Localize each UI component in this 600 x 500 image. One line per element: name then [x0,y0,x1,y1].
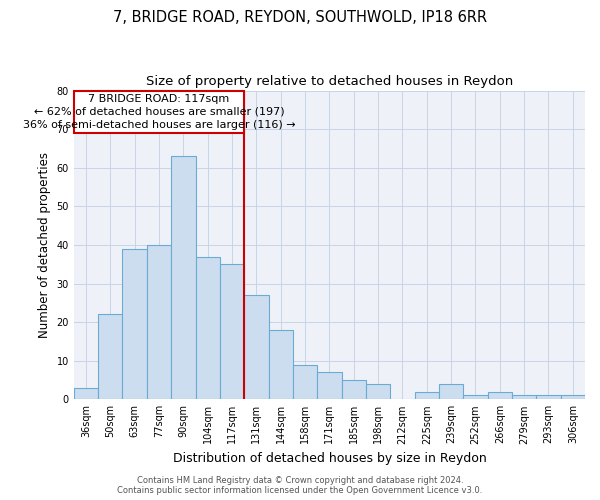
Bar [512,396,536,400]
Text: 7 BRIDGE ROAD: 117sqm
← 62% of detached houses are smaller (197)
36% of semi-det: 7 BRIDGE ROAD: 117sqm ← 62% of detached … [23,94,295,130]
Bar [122,249,147,400]
Bar [196,256,220,400]
Bar [74,388,98,400]
Bar [536,396,560,400]
Bar [439,384,463,400]
Text: Contains HM Land Registry data © Crown copyright and database right 2024.
Contai: Contains HM Land Registry data © Crown c… [118,476,482,495]
Y-axis label: Number of detached properties: Number of detached properties [38,152,51,338]
Bar [463,396,488,400]
FancyBboxPatch shape [74,90,244,133]
Bar [341,380,366,400]
Bar [244,295,269,400]
Bar [147,245,171,400]
Bar [488,392,512,400]
Bar [560,396,585,400]
Bar [171,156,196,400]
Bar [366,384,390,400]
Title: Size of property relative to detached houses in Reydon: Size of property relative to detached ho… [146,75,513,88]
Bar [220,264,244,400]
Bar [269,330,293,400]
Text: 7, BRIDGE ROAD, REYDON, SOUTHWOLD, IP18 6RR: 7, BRIDGE ROAD, REYDON, SOUTHWOLD, IP18 … [113,10,487,25]
Bar [98,314,122,400]
Bar [415,392,439,400]
Bar [317,372,341,400]
X-axis label: Distribution of detached houses by size in Reydon: Distribution of detached houses by size … [173,452,486,465]
Bar [293,364,317,400]
